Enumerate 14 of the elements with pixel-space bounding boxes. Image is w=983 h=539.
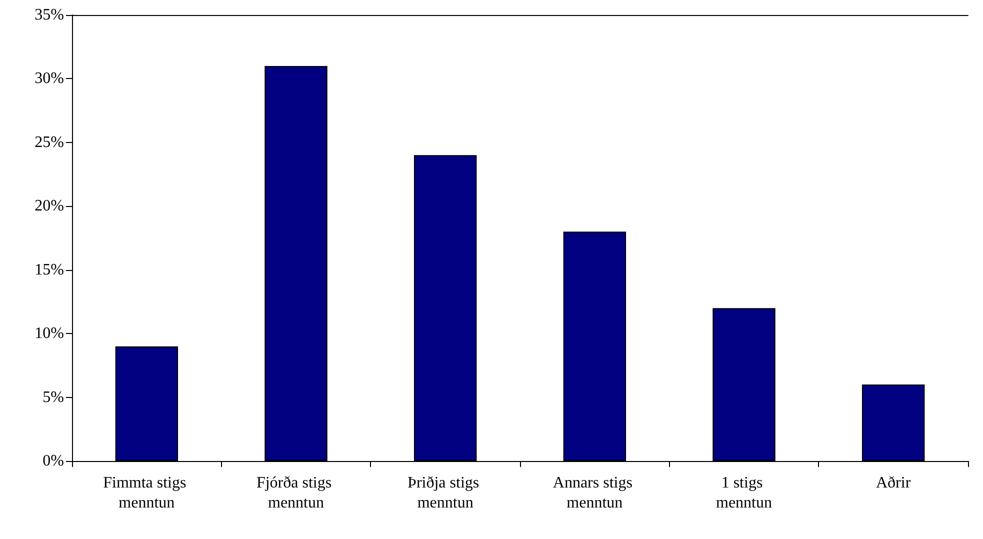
x-tick-label: 1 stigs menntun — [716, 474, 772, 512]
x-tick-label: Aðrir — [876, 474, 912, 492]
y-tick-label: 25% — [34, 134, 64, 151]
y-tick-label: 5% — [42, 388, 64, 406]
y-tick-label: 20% — [34, 198, 64, 215]
x-tick-label: Fjórða stigs menntun — [256, 474, 336, 512]
x-tick-label: Fimmta stigs menntun — [103, 474, 190, 512]
x-tick-label: Annars stigs menntun — [552, 474, 636, 512]
y-tick-label: 30% — [34, 70, 64, 88]
y-tick-label: 15% — [34, 261, 64, 278]
y-tick-label: 35% — [34, 6, 64, 24]
y-tick-label: 10% — [34, 325, 64, 342]
x-tick-label: Þriðja stigs menntun — [408, 474, 484, 512]
y-tick-label: 0% — [42, 452, 64, 470]
